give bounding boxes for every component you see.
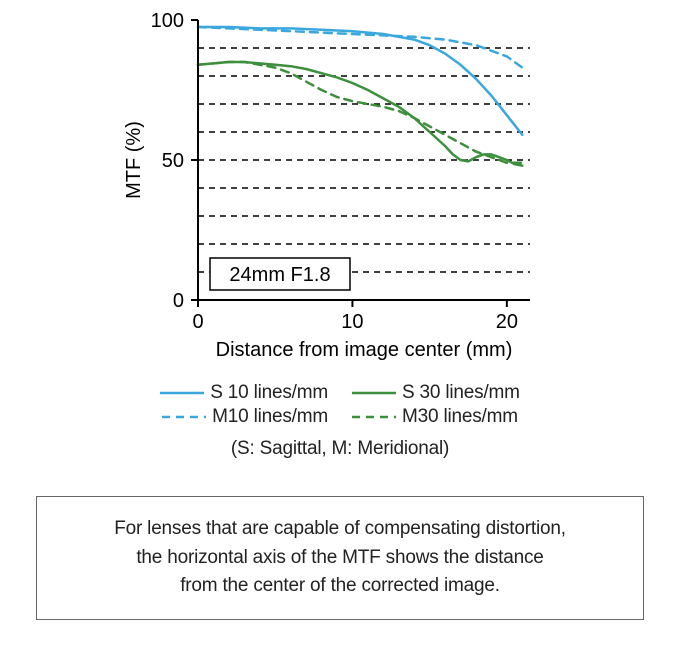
legend-swatch-s10 bbox=[160, 383, 204, 403]
mtf-chart: 24mm F1.8 0 10 20 0 50 100 Distance from image … bbox=[0, 0, 680, 380]
legend-label-m30: M30 lines/mm bbox=[402, 406, 518, 428]
note-line-1: For lenses that are capable of compensat… bbox=[49, 515, 631, 544]
legend-label-s30: S 30 lines/mm bbox=[402, 382, 520, 404]
legend-row-solid: S 10 lines/mm S 30 lines/mm bbox=[0, 382, 680, 404]
legend-swatch-s30 bbox=[352, 383, 396, 403]
legend-swatch-m30 bbox=[352, 407, 396, 427]
legend-caption: (S: Sagittal, M: Meridional) bbox=[0, 438, 680, 460]
svg-text:100: 100 bbox=[151, 10, 184, 32]
distortion-note: For lenses that are capable of compensat… bbox=[36, 496, 644, 620]
legend-item-m30: M30 lines/mm bbox=[352, 406, 518, 428]
svg-text:MTF (%): MTF (%) bbox=[123, 121, 145, 199]
legend-item-s10: S 10 lines/mm bbox=[160, 382, 328, 404]
legend: S 10 lines/mm S 30 lines/mm M10 lines/mm… bbox=[0, 382, 680, 460]
svg-text:10: 10 bbox=[341, 311, 363, 333]
svg-text:24mm F1.8: 24mm F1.8 bbox=[229, 264, 330, 286]
svg-text:50: 50 bbox=[162, 150, 184, 172]
note-line-3: from the center of the corrected image. bbox=[49, 572, 631, 601]
legend-item-s30: S 30 lines/mm bbox=[352, 382, 520, 404]
svg-text:Distance from image center (mm: Distance from image center (mm) bbox=[216, 339, 513, 361]
svg-text:0: 0 bbox=[192, 311, 203, 333]
svg-text:0: 0 bbox=[173, 290, 184, 312]
legend-swatch-m10 bbox=[162, 407, 206, 427]
legend-label-s10: S 10 lines/mm bbox=[210, 382, 328, 404]
legend-label-m10: M10 lines/mm bbox=[212, 406, 328, 428]
chart-svg: 24mm F1.8 0 10 20 0 50 100 Distance from image … bbox=[0, 0, 680, 380]
legend-item-m10: M10 lines/mm bbox=[162, 406, 328, 428]
legend-row-dashed: M10 lines/mm M30 lines/mm bbox=[0, 406, 680, 428]
svg-text:20: 20 bbox=[496, 311, 518, 333]
note-line-2: the horizontal axis of the MTF shows the… bbox=[49, 544, 631, 573]
